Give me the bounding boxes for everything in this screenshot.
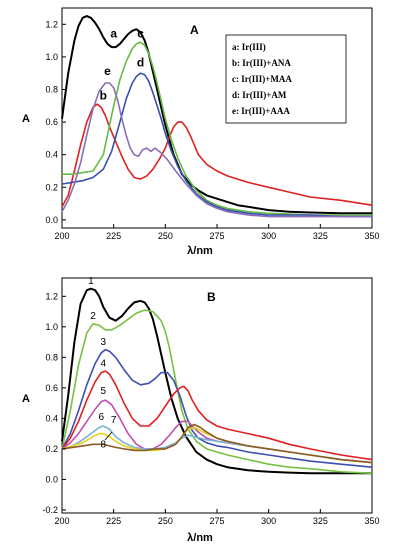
legend-entry-c: c: Ir(III)+MAA [232, 74, 292, 84]
series-line-a [61, 15, 372, 215]
panel-b-y-ticks: -0.2 0.0 0.2 0.4 0.6 0.8 1.0 1.2 [42, 291, 66, 515]
series-line-5 [61, 399, 373, 464]
y-tick-label: 0.0 [45, 215, 58, 225]
panel-a-y-axis-title: A [22, 113, 30, 125]
series-line-4 [61, 370, 373, 461]
x-tick-label: 300 [261, 231, 276, 241]
legend-box [225, 34, 347, 124]
curve-label-5: 5 [101, 386, 107, 397]
y-tick-label: 0.0 [45, 474, 58, 484]
legend-entry-a: a: Ir(III) [232, 42, 266, 52]
x-tick-label: 275 [209, 516, 224, 526]
x-tick-label: 225 [106, 231, 121, 241]
x-tick-label: 250 [158, 231, 173, 241]
series-line-e [61, 82, 372, 218]
panel-b-curve-labels: 1 2 3 4 5 6 7 8 [88, 276, 117, 450]
x-tick-label: 200 [54, 516, 69, 526]
legend-entry-d: d: Ir(III)+AM [232, 90, 287, 100]
y-tick-label: 1.0 [45, 52, 58, 62]
series-line-c [62, 41, 372, 216]
curve-label-e: e [104, 64, 111, 78]
y-tick-label: 0.6 [45, 117, 58, 127]
panel-a-x-axis-title: λ/nm [187, 245, 213, 257]
y-tick-label: 0.6 [45, 383, 58, 393]
panel-b-chart: 200 225 250 275 300 325 350 -0.20.00.20.40.60.… [22, 276, 380, 544]
panel-a-chart: 200 225 250 275 300 325 350 0.0 0.2 0.4 0.6 0.8 1.0… [22, 7, 380, 257]
panel-b-plot-frame [61, 277, 373, 514]
x-tick-label: 325 [313, 231, 328, 241]
x-tick-label: 200 [54, 231, 69, 241]
curve-label-3: 3 [101, 337, 107, 348]
y-tick-label: 0.2 [45, 444, 58, 454]
y-tick-label: 1.2 [45, 19, 58, 29]
series-line-2 [61, 309, 373, 475]
curve-label-8: 8 [101, 439, 107, 450]
curve-label-c: c [137, 26, 144, 40]
x-tick-label: 275 [209, 231, 224, 241]
y-tick-label: 1.2 [45, 291, 58, 301]
x-tick-label: 225 [106, 516, 121, 526]
y-tick-label: 0.2 [45, 182, 58, 192]
panel-b-label: B [207, 290, 216, 304]
panel-a-y-ticks: 0.0 0.2 0.4 0.6 0.8 1.0 1.2 [45, 19, 66, 225]
series-line-d [61, 72, 372, 218]
legend-entry-b: b: Ir(III)+ANA [232, 58, 291, 68]
curve-label-7: 7 [111, 415, 117, 426]
y-tick-label: -0.2 [42, 505, 58, 515]
panel-a-series [61, 15, 373, 218]
y-tick-label: 1.0 [45, 322, 58, 332]
series-line-1 [61, 287, 372, 475]
legend-entry-e: e: Ir(III)+AAA [232, 106, 290, 116]
curve-label-6: 6 [98, 412, 104, 423]
panel-a-x-ticks: 200 225 250 275 300 325 350 [54, 224, 380, 241]
y-tick-label: 0.8 [45, 352, 58, 362]
x-tick-label: 350 [364, 516, 379, 526]
curve-label-1: 1 [88, 276, 94, 287]
curve-label-2: 2 [90, 311, 96, 322]
panel-a-curve-labels: a b c d e [100, 26, 145, 102]
panel-b-x-ticks: 200 225 250 275 300 325 350 [54, 509, 380, 526]
y-tick-label: 0.4 [45, 150, 58, 160]
y-tick-label: 0.4 [45, 413, 58, 423]
x-tick-label: 325 [313, 516, 328, 526]
series-line-8 [61, 423, 373, 464]
y-tick-label: 0.8 [45, 84, 58, 94]
panel-b-y-axis-title: A [22, 393, 30, 405]
panel-b-x-axis-title: λ/nm [187, 532, 213, 544]
curve-label-4: 4 [101, 359, 107, 370]
label-6-7-pointer [104, 431, 113, 441]
x-tick-label: 300 [261, 516, 276, 526]
panel-a-legend: a: Ir(III) b: Ir(III)+ANA c: Ir(III)+MAA… [225, 34, 347, 124]
curve-label-a: a [110, 26, 117, 40]
panel-a-label: A [190, 23, 199, 37]
x-tick-label: 250 [158, 516, 173, 526]
panel-b-series [61, 287, 373, 475]
x-tick-label: 350 [364, 231, 379, 241]
series-line-3 [61, 348, 373, 468]
curve-label-b: b [100, 88, 107, 102]
curve-label-d: d [137, 56, 144, 70]
